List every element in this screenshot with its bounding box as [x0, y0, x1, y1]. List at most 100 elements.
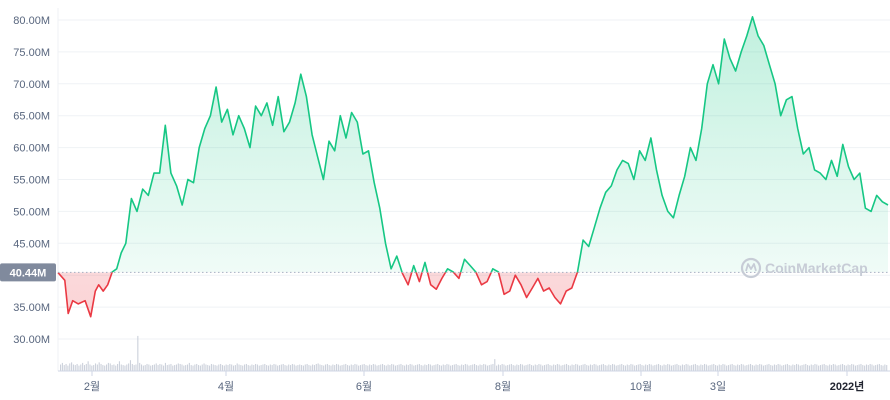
volume-bar [210, 363, 212, 371]
volume-bar [139, 362, 141, 371]
volume-bar [166, 365, 168, 371]
volume-bar [444, 365, 446, 371]
volume-bar [689, 365, 691, 371]
volume-bar [168, 364, 170, 371]
volume-bar [69, 363, 71, 371]
price-line [57, 16, 889, 318]
volume-bar [455, 363, 457, 371]
volume-bar [271, 365, 273, 371]
volume-bar [146, 363, 148, 371]
x-tick-label: 2022년 [830, 379, 865, 393]
volume-bar [148, 364, 150, 371]
volume-bar [474, 363, 476, 371]
volume-bar [153, 364, 155, 371]
volume-bar [273, 363, 275, 371]
volume-bar [317, 363, 319, 371]
volume-bar [726, 365, 728, 371]
volume-bar [854, 365, 856, 371]
volume-bar [451, 365, 454, 371]
volume-bar [472, 364, 474, 371]
volume-bar [659, 365, 661, 371]
volume-bar [186, 364, 189, 371]
volume-bar [807, 365, 809, 371]
volume-bar [120, 364, 122, 371]
volume-bar [378, 365, 380, 371]
volume-bar [577, 364, 579, 371]
volume-bar [648, 363, 650, 371]
volume-bar [98, 362, 100, 371]
volume-bar [812, 365, 814, 371]
volume-bar [650, 364, 652, 371]
volume-bar [661, 365, 663, 371]
volume-bar [416, 364, 419, 371]
volume-bar [238, 364, 240, 371]
y-tick-label: 50.00M [13, 206, 50, 218]
volume-bar [302, 365, 304, 371]
volume-bar [343, 364, 345, 371]
volume-bar [313, 365, 316, 371]
y-tick-label: 65.00M [13, 111, 50, 123]
volume-bar [306, 363, 308, 371]
volume-bar [442, 364, 444, 371]
volume-bar [194, 364, 196, 371]
volume-bar [61, 362, 63, 371]
volume-bar [83, 365, 86, 371]
volume-bar [198, 365, 200, 371]
volume-bar [315, 363, 317, 371]
volume-bar [485, 364, 487, 371]
volume-bar [588, 365, 590, 371]
volume-bar [413, 365, 415, 371]
volume-bar [214, 365, 216, 371]
volume-bar [869, 363, 871, 371]
volume-bar [816, 364, 818, 371]
baseline-label: 40.44M [10, 267, 47, 279]
volume-bar [481, 365, 483, 371]
volume-bar [369, 364, 371, 371]
volume-bar [845, 365, 847, 371]
volume-bar [404, 365, 406, 371]
volume-bar [100, 363, 102, 371]
volume-bar [350, 364, 352, 371]
volume-bar [656, 364, 658, 371]
volume-bar [94, 363, 97, 371]
volume-bar [354, 363, 356, 371]
volume-bar [321, 365, 323, 371]
volume-bar [801, 365, 803, 371]
volume-bar [567, 365, 569, 371]
y-tick-label: 70.00M [13, 79, 50, 91]
volume-bar [838, 365, 840, 371]
volume-bar [492, 363, 494, 371]
volume-bar [431, 365, 433, 371]
volume-bar [516, 364, 518, 371]
volume-bar [418, 363, 420, 371]
y-tick-label: 60.00M [13, 143, 50, 155]
volume-bar [772, 365, 774, 371]
volume-bar [599, 365, 601, 371]
volume-bar [628, 365, 630, 371]
volume-bar [750, 363, 752, 371]
volume-bar [462, 365, 465, 371]
volume-bar [255, 363, 257, 371]
volume-bar [240, 365, 242, 371]
volume-bar [207, 365, 209, 371]
volume-bar [819, 365, 822, 371]
volume-bar [858, 364, 860, 371]
volume-bar [328, 365, 330, 371]
volume-bar [507, 365, 509, 371]
volume-bar [700, 364, 702, 371]
volume-bar [323, 365, 325, 371]
volume-bar [133, 365, 135, 371]
volume-bar [571, 364, 573, 371]
volume-bar [380, 364, 382, 371]
volume-bar [814, 363, 816, 371]
volume-bar [140, 364, 143, 371]
volume-bar [634, 365, 636, 371]
volume-bar [201, 364, 203, 371]
volume-bar [174, 365, 176, 371]
volume-bar [698, 365, 700, 371]
volume-bar [60, 364, 62, 371]
volume-bar [446, 363, 448, 371]
volume-bar [170, 363, 172, 371]
volume-bar [435, 364, 437, 371]
